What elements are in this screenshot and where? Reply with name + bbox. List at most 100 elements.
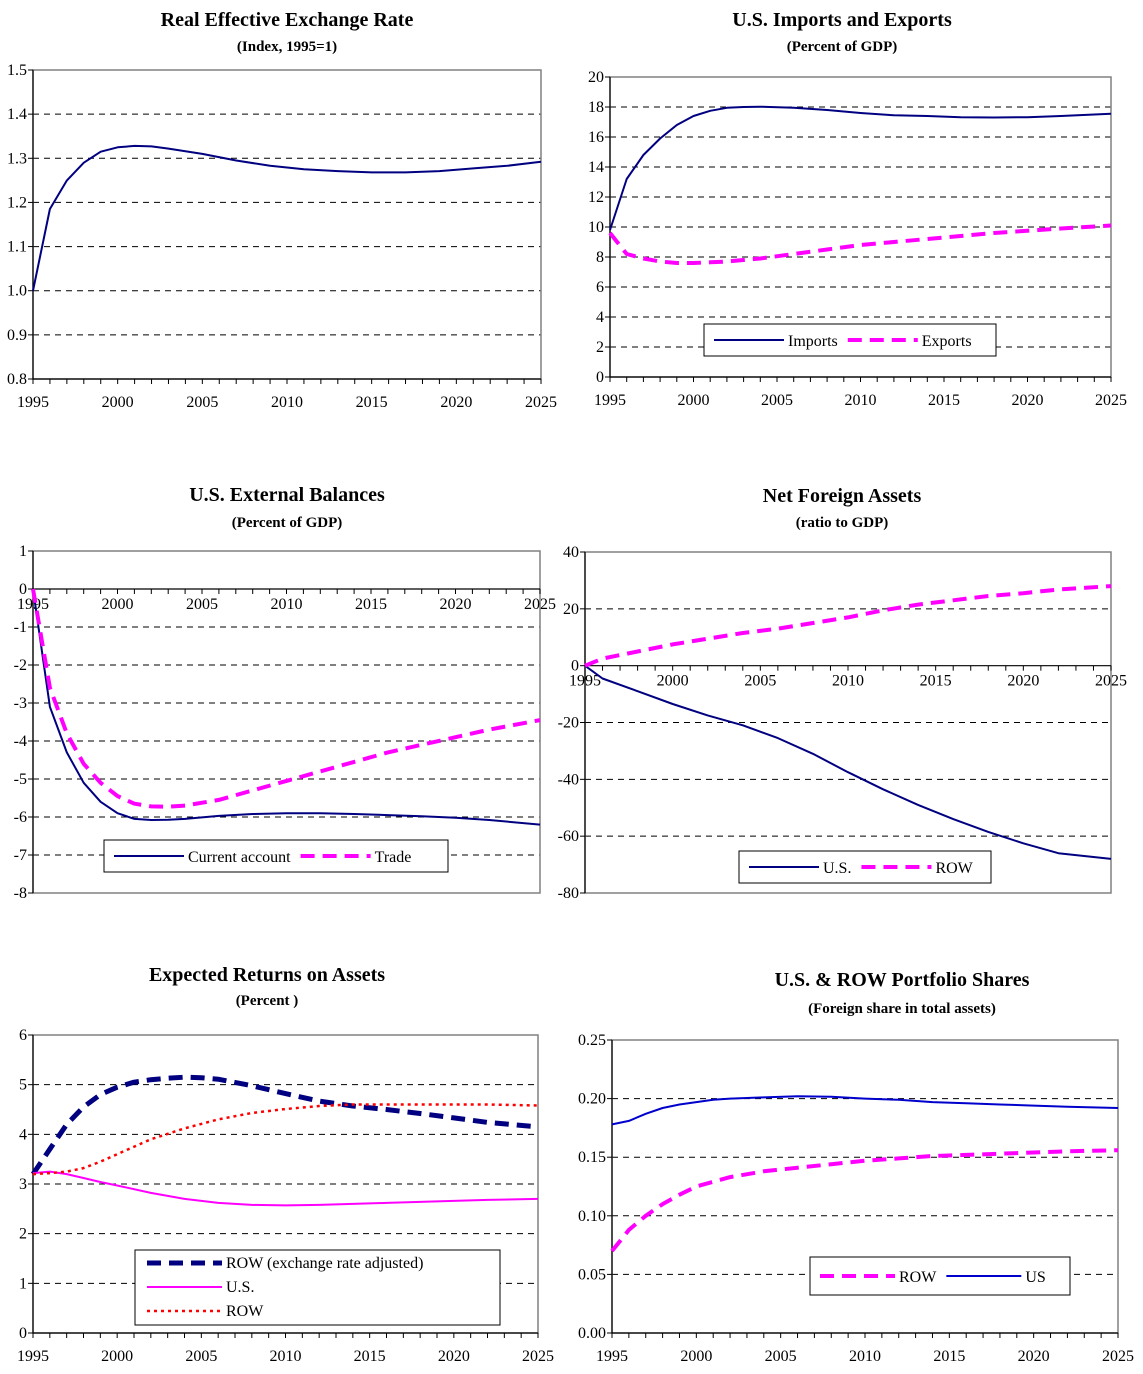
x-tick-label: 2015 xyxy=(933,1348,965,1365)
chart-title: Expected Returns on Assets xyxy=(149,964,385,986)
x-tick-label: 2020 xyxy=(1007,673,1039,690)
x-tick-label: 2025 xyxy=(524,596,556,613)
y-tick-label: 0 xyxy=(19,581,27,598)
x-tick-label: 2020 xyxy=(440,394,472,411)
x-tick-label: 2005 xyxy=(765,1348,797,1365)
legend: U.S. ROW xyxy=(738,850,992,884)
series-line-row xyxy=(610,1148,1119,1253)
x-tick-label: 1995 xyxy=(17,596,49,613)
x-tick-label: 1995 xyxy=(17,1348,49,1365)
series-line-imports xyxy=(609,105,1112,231)
legend-label: Exports xyxy=(922,333,972,350)
x-tick-label: 2005 xyxy=(744,673,776,690)
x-tick-label: 2015 xyxy=(355,596,387,613)
y-tick-label: 5 xyxy=(19,1077,27,1094)
x-tick-label: 2015 xyxy=(356,394,388,411)
chart-title: U.S. & ROW Portfolio Shares xyxy=(775,969,1030,991)
y-tick-label: 0.25 xyxy=(578,1032,606,1049)
x-tick-label: 2015 xyxy=(354,1348,386,1365)
y-tick-label: 4 xyxy=(596,309,604,326)
x-tick-label: 2025 xyxy=(1095,673,1127,690)
y-tick-label: 1 xyxy=(19,543,27,560)
plot-frame xyxy=(32,69,542,380)
x-tick-label: 2005 xyxy=(186,596,218,613)
x-tick-label: 1995 xyxy=(594,392,626,409)
x-tick-label: 1995 xyxy=(569,673,601,690)
x-tick-label: 2000 xyxy=(678,392,710,409)
y-tick-label: -80 xyxy=(558,885,579,902)
chart-subtitle: (Percent ) xyxy=(236,993,299,1009)
x-tick-label: 2010 xyxy=(271,596,303,613)
x-tick-label: 2025 xyxy=(1095,392,1127,409)
y-tick-label: 6 xyxy=(596,279,604,296)
chart-panel-1: Real Effective Exchange Rate (Index, 1995… xyxy=(7,9,557,411)
x-tick-label: 2020 xyxy=(440,596,472,613)
y-tick-label: 0 xyxy=(596,369,604,386)
legend-label: ROW xyxy=(226,1303,264,1320)
series-line-row xyxy=(32,1103,539,1176)
y-tick-label: 1.2 xyxy=(7,194,27,211)
y-tick-label: 8 xyxy=(596,249,604,266)
legend-label: ROW (exchange rate adjusted) xyxy=(226,1255,423,1272)
y-tick-label: 0.10 xyxy=(578,1208,606,1225)
x-tick-label: 2025 xyxy=(522,1348,554,1365)
legend-label: Trade xyxy=(375,849,412,866)
x-tick-label: 2025 xyxy=(525,394,557,411)
legend: ROW (exchange rate adjusted) U.S. ROW xyxy=(134,1249,501,1326)
x-tick-label: 2000 xyxy=(102,394,134,411)
y-tick-label: -5 xyxy=(14,771,27,788)
x-tick-label: 2000 xyxy=(101,1348,133,1365)
x-tick-label: 2010 xyxy=(832,673,864,690)
y-tick-label: 0 xyxy=(19,1325,27,1342)
legend-label: U.S. xyxy=(823,860,851,877)
y-tick-label: 1.0 xyxy=(7,283,27,300)
x-tick-label: 2000 xyxy=(657,673,689,690)
y-tick-label: -3 xyxy=(14,695,27,712)
chart-title: U.S. External Balances xyxy=(189,484,385,506)
y-tick-label: 20 xyxy=(588,69,604,86)
x-tick-label: 2000 xyxy=(680,1348,712,1365)
legend-label: Current account xyxy=(188,849,291,866)
y-tick-label: -4 xyxy=(14,733,27,750)
y-tick-label: 0.8 xyxy=(7,371,27,388)
y-tick-label: 20 xyxy=(563,601,579,618)
x-tick-label: 1995 xyxy=(17,394,49,411)
y-tick-label: -20 xyxy=(558,715,579,732)
legend-label: ROW xyxy=(935,860,973,877)
y-tick-label: -6 xyxy=(14,809,27,826)
chart-subtitle: (Index, 1995=1) xyxy=(237,39,337,55)
legend: Current account Trade xyxy=(103,839,449,873)
y-tick-label: -1 xyxy=(14,619,27,636)
x-tick-label: 2005 xyxy=(185,1348,217,1365)
legend: ROW US xyxy=(809,1256,1071,1296)
y-tick-label: 2 xyxy=(19,1226,27,1243)
chart-panel-4: Net Foreign Assets (ratio to GDP) -80 -60 -4… xyxy=(558,485,1127,902)
x-tick-label: 2015 xyxy=(920,673,952,690)
y-tick-label: 4 xyxy=(19,1126,27,1143)
y-tick-label: 0 xyxy=(571,658,579,675)
y-tick-label: -2 xyxy=(14,657,27,674)
x-tick-label: 2010 xyxy=(849,1348,881,1365)
x-tick-label: 2020 xyxy=(438,1348,470,1365)
legend-label: ROW xyxy=(899,1269,937,1286)
x-tick-label: 2010 xyxy=(271,394,303,411)
y-tick-label: 0.05 xyxy=(578,1266,606,1283)
y-tick-label: 0.20 xyxy=(578,1091,606,1108)
series-line-row-exchange-rate-adjusted- xyxy=(30,1074,539,1176)
chart-title: Net Foreign Assets xyxy=(763,485,922,507)
chart-panel-5: Expected Returns on Assets (Percent ) 0 1 2 3… xyxy=(17,964,554,1365)
series-line-trade xyxy=(31,588,541,809)
series-line-1 xyxy=(32,144,542,291)
chart-subtitle: (Percent of GDP) xyxy=(232,515,343,531)
y-tick-label: -7 xyxy=(14,847,27,864)
x-tick-label: 1995 xyxy=(596,1348,628,1365)
y-tick-label: 1.5 xyxy=(7,62,27,79)
series-line-u-s- xyxy=(584,664,1112,860)
y-tick-label: 1.3 xyxy=(7,150,27,167)
y-tick-label: 14 xyxy=(588,159,604,176)
chart-title: U.S. Imports and Exports xyxy=(732,9,952,31)
x-tick-label: 2020 xyxy=(1018,1348,1050,1365)
legend-label: Imports xyxy=(788,333,838,350)
y-tick-label: 40 xyxy=(563,544,579,561)
